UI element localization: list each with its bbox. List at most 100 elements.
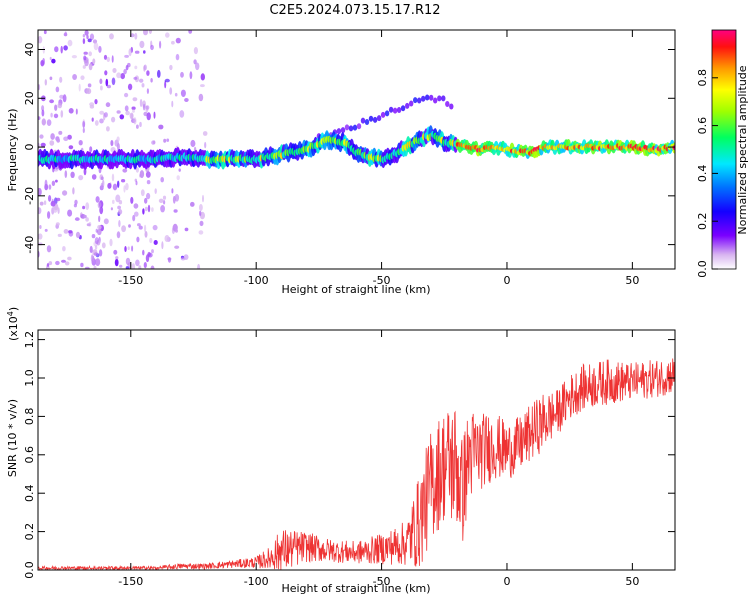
- spectrogram-noise-speck: [138, 225, 143, 230]
- spectrogram-noise-speck: [46, 245, 52, 253]
- spectrogram-noise-speck: [152, 140, 156, 144]
- spectrogram-noise-speck: [173, 209, 178, 213]
- spectrogram-noise-speck: [132, 97, 138, 102]
- spectrogram-noise-speck: [67, 256, 72, 261]
- spectrogram-noise-speck: [171, 188, 174, 194]
- spectrogram-noise-speck: [202, 194, 204, 203]
- spectrogram-secondary-mark: [352, 124, 358, 131]
- spectrogram-noise-speck: [116, 136, 120, 142]
- spectrogram-noise-speck: [38, 116, 41, 120]
- spectrogram-noise-speck: [98, 45, 102, 53]
- spectrogram-noise-speck: [100, 182, 104, 190]
- spectrogram-noise-speck: [106, 126, 110, 132]
- spectrogram-noise-speck: [62, 246, 66, 252]
- spectrogram-noise-speck: [62, 190, 68, 196]
- spectrogram-noise-speck: [172, 195, 176, 204]
- spectrogram-noise-speck: [82, 65, 86, 69]
- colorbar-gradient: [711, 29, 737, 270]
- spectrogram-noise-speck: [99, 206, 104, 215]
- spectrogram-noise-speck: [115, 256, 119, 260]
- spectrogram-noise-speck: [99, 78, 103, 85]
- spectrogram-noise-speck: [91, 117, 94, 122]
- spectrogram-noise-speck: [72, 74, 77, 80]
- spectrogram-noise-speck: [57, 102, 63, 109]
- spectrogram-noise-speck: [129, 112, 134, 120]
- spectrogram-noise-speck: [82, 34, 86, 38]
- spectrogram-noise-speck: [78, 83, 81, 92]
- spectrogram-noise-speck: [132, 109, 135, 113]
- spectrogram-noise-speck: [111, 77, 116, 86]
- spectrogram-noise-speck: [144, 224, 147, 233]
- spectrogram-noise-speck: [190, 201, 195, 207]
- spectrogram-noise-speck: [82, 121, 86, 128]
- snr-ytick-label: 0.4: [23, 484, 36, 502]
- spectrogram-noise-speck: [95, 196, 100, 203]
- spectrogram-noise-speck: [195, 62, 200, 71]
- spectrogram-noise-speck: [97, 225, 102, 230]
- spectrogram-noise-speck: [127, 246, 130, 250]
- spectrogram-noise-speck: [149, 237, 153, 244]
- spectrogram-noise-speck: [138, 265, 142, 269]
- spectrogram-noise-speck: [67, 209, 73, 217]
- spectrogram-noise-speck: [67, 134, 72, 140]
- spectrogram-noise-speck: [70, 171, 75, 178]
- spectrogram-trace-core: [672, 145, 675, 150]
- spectrogram-noise-speck: [64, 261, 70, 266]
- spectrogram-noise-speck: [145, 171, 151, 178]
- spectrogram-noise-speck: [72, 187, 75, 195]
- spectrogram-noise-speck: [150, 78, 153, 83]
- spectrogram-noise-speck: [125, 182, 129, 191]
- spectrogram-noise-speck: [88, 51, 92, 57]
- spectrogram-noise-speck: [193, 47, 198, 55]
- spectrogram-noise-speck: [120, 73, 125, 80]
- snr-ytick-label: 1.2: [23, 331, 36, 349]
- spectrogram-noise-speck: [89, 33, 95, 41]
- spectrogram-frame: [37, 29, 676, 270]
- spectrogram-noise-speck: [151, 249, 154, 254]
- spectrogram-noise-speck: [56, 197, 61, 202]
- spectrogram-noise-speck: [112, 199, 115, 204]
- spectrogram-noise-speck: [58, 130, 63, 135]
- spectrogram-noise-speck: [86, 88, 92, 95]
- snr-ytick-label: 0.8: [23, 408, 36, 426]
- spectrogram-noise-speck: [84, 30, 89, 36]
- spectrogram-noise-speck: [118, 200, 123, 205]
- spectrogram-noise-speck: [154, 188, 157, 195]
- spectrogram-secondary-mark: [445, 101, 450, 107]
- spectrogram-noise-speck: [85, 217, 89, 222]
- spectrogram-noise-speck: [204, 141, 207, 149]
- spectrogram-noise-speck: [68, 108, 74, 114]
- snr-xtick-label: -150: [118, 575, 143, 588]
- spectrogram-noise-speck: [127, 83, 133, 91]
- spectrogram-noise-speck: [59, 94, 64, 99]
- spectrogram-noise-speck: [143, 111, 148, 117]
- spectrogram-noise-speck: [116, 110, 121, 114]
- spectrogram-noise-speck: [117, 205, 121, 210]
- spectrogram-noise-speck: [144, 231, 148, 238]
- spectrogram-noise-speck: [175, 37, 181, 44]
- snr-panel: -150 -100 -50 0 50 0.0 0.2 0.4 0.6 0.8 1.0 1.2 Heig…: [6, 307, 676, 595]
- snr-ytick-label: 1.0: [23, 369, 36, 387]
- spectrogram-noise-speck: [93, 42, 99, 51]
- spectrogram-xtick-label: -100: [244, 274, 269, 287]
- spectrogram-secondary-mark: [368, 115, 374, 122]
- spectrogram-noise-speck: [110, 140, 114, 147]
- spectrogram-noise-speck: [146, 112, 151, 121]
- spectrogram-noise-speck: [171, 40, 175, 45]
- spectrogram-secondary-mark: [340, 127, 346, 134]
- spectrogram-noise-speck: [39, 201, 44, 206]
- spectrogram-noise-speck: [148, 30, 153, 34]
- spectrogram-noise-speck: [38, 36, 43, 44]
- spectrogram-secondary-mark: [425, 94, 430, 101]
- spectrogram-noise-speck: [124, 54, 129, 58]
- spectrogram-noise-speck: [99, 118, 104, 124]
- spectrogram-secondary-mark: [449, 103, 454, 110]
- spectrogram-secondary-mark: [392, 107, 398, 114]
- snr-xtick-label: -50: [373, 575, 391, 588]
- spectrogram-secondary-mark: [417, 97, 422, 104]
- spectrogram-noise-speck: [61, 259, 66, 263]
- spectrogram-noise-speck: [89, 245, 93, 254]
- spectrogram-noise-speck: [193, 59, 197, 65]
- spectrogram-noise-speck: [116, 143, 120, 151]
